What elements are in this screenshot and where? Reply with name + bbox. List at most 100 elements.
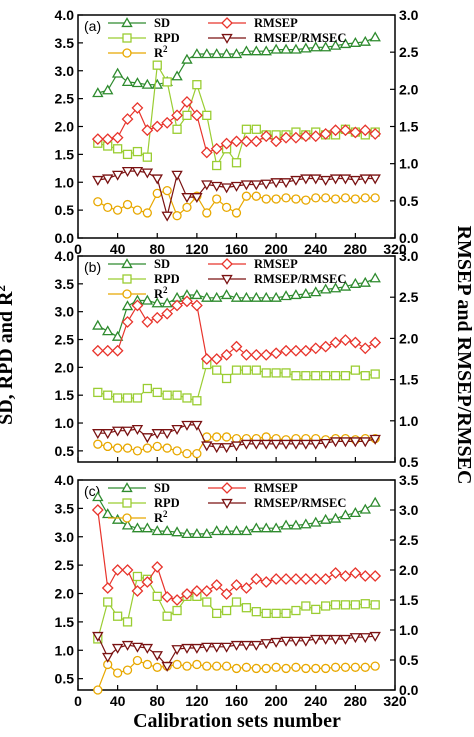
data-point xyxy=(111,426,124,437)
data-point xyxy=(230,135,243,148)
data-point xyxy=(171,170,183,181)
legend-label: RMSEP/RMSEC xyxy=(254,496,346,510)
legend-marker xyxy=(122,498,132,508)
y-left-tick-label: 3.5 xyxy=(55,500,75,516)
data-point xyxy=(300,636,312,647)
data-point xyxy=(359,35,372,46)
data-point xyxy=(251,663,261,674)
data-point xyxy=(280,290,292,301)
data-point xyxy=(200,146,213,159)
data-point xyxy=(280,131,292,144)
data-point xyxy=(192,659,202,670)
data-point xyxy=(329,174,342,185)
data-point xyxy=(350,600,361,610)
data-point xyxy=(162,77,172,87)
data-point xyxy=(152,441,162,452)
data-point xyxy=(241,191,252,201)
data-point xyxy=(231,365,242,375)
data-point xyxy=(329,567,342,579)
data-point xyxy=(330,600,341,610)
data-point xyxy=(240,45,253,56)
data-point xyxy=(290,636,302,647)
data-point xyxy=(349,633,362,644)
y-left-tick-label: 1.5 xyxy=(55,146,75,162)
data-point xyxy=(230,441,243,452)
series-r2 xyxy=(93,185,380,221)
data-point xyxy=(111,67,124,78)
data-point xyxy=(162,443,172,453)
data-point xyxy=(281,368,291,378)
data-point xyxy=(340,193,351,203)
data-point xyxy=(250,180,263,191)
data-point xyxy=(201,48,213,59)
data-point xyxy=(191,420,203,431)
data-point xyxy=(220,443,233,454)
data-point xyxy=(350,365,361,375)
series-rmsep xyxy=(91,295,382,365)
data-point xyxy=(202,597,212,607)
data-point xyxy=(300,439,312,450)
data-point xyxy=(270,43,282,54)
data-point xyxy=(310,174,322,185)
series-rpd xyxy=(93,60,380,171)
data-point xyxy=(369,496,381,507)
data-point xyxy=(300,518,312,529)
data-point xyxy=(270,439,282,450)
legend-label: R2 xyxy=(154,285,168,301)
data-point xyxy=(301,601,311,611)
data-point xyxy=(182,202,192,212)
data-point xyxy=(359,437,372,448)
data-point xyxy=(339,334,352,346)
data-point xyxy=(339,124,352,137)
y-left-tick-label: 2.0 xyxy=(55,359,75,375)
data-point xyxy=(261,194,271,204)
legend-label: SD xyxy=(154,481,170,495)
data-point xyxy=(299,130,312,143)
data-point xyxy=(261,368,271,378)
data-point xyxy=(309,342,322,355)
y-left-tick-label: 2.0 xyxy=(55,586,75,602)
data-point xyxy=(220,289,233,300)
y-right-tick-label: 0.5 xyxy=(399,193,419,209)
y-right-tick-label: 2.5 xyxy=(399,532,419,548)
data-point xyxy=(101,429,114,440)
legend-marker xyxy=(122,289,132,299)
data-point xyxy=(270,347,283,360)
series-sd xyxy=(92,491,381,539)
data-point xyxy=(151,561,164,573)
data-point xyxy=(172,659,182,670)
data-point xyxy=(369,174,381,185)
data-point xyxy=(250,439,263,450)
data-point xyxy=(142,152,152,162)
data-point xyxy=(369,128,382,140)
data-point xyxy=(240,135,253,148)
data-point xyxy=(161,211,173,222)
data-point xyxy=(291,605,301,616)
legend-label: RPD xyxy=(154,496,180,510)
data-point xyxy=(321,663,331,674)
data-point xyxy=(329,634,342,645)
data-point xyxy=(281,663,291,674)
y-left-tick-label: 4.0 xyxy=(55,7,75,23)
data-point xyxy=(93,685,103,695)
y-right-tick-label: 1.0 xyxy=(399,413,419,429)
data-point xyxy=(290,289,302,300)
data-point xyxy=(270,637,282,648)
data-point xyxy=(92,87,104,98)
data-point xyxy=(121,75,134,86)
x-tick-label: 320 xyxy=(383,693,407,709)
data-point xyxy=(182,393,192,403)
data-point xyxy=(93,197,103,207)
data-point xyxy=(309,573,322,585)
data-point xyxy=(321,371,331,381)
data-point xyxy=(349,126,362,139)
data-point xyxy=(319,175,332,186)
data-point xyxy=(181,193,193,204)
data-point xyxy=(212,432,222,442)
data-point xyxy=(260,639,272,650)
data-point xyxy=(339,634,352,645)
data-point xyxy=(182,110,192,120)
y-right-tick-label: 1.5 xyxy=(399,592,419,608)
data-point xyxy=(181,528,193,539)
data-point xyxy=(111,131,124,144)
